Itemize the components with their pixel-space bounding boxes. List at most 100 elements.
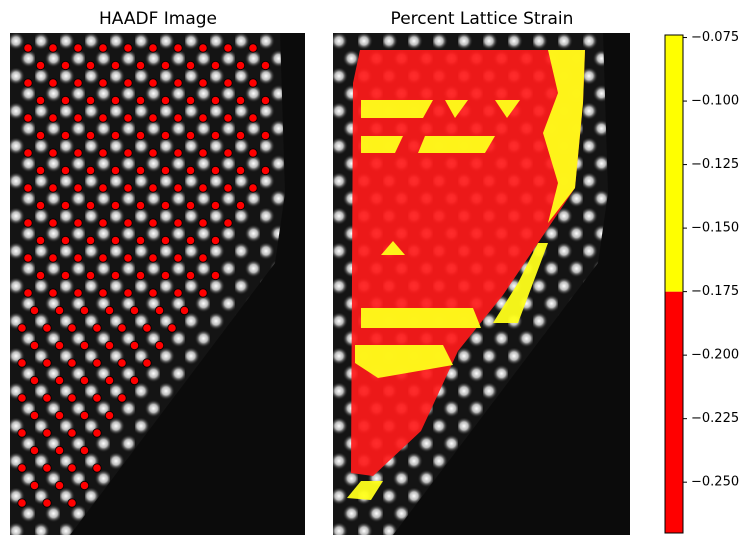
atom-marker bbox=[174, 254, 182, 262]
atom-marker bbox=[236, 131, 244, 139]
atom-marker bbox=[149, 254, 157, 262]
atom-marker bbox=[186, 236, 194, 244]
atom-marker bbox=[74, 289, 82, 297]
atom-marker bbox=[43, 359, 51, 367]
atom-marker bbox=[36, 201, 44, 209]
atom-marker bbox=[80, 481, 88, 489]
atom-marker bbox=[199, 254, 207, 262]
atom-marker bbox=[224, 149, 232, 157]
atom-marker bbox=[74, 114, 82, 122]
atom-marker bbox=[261, 166, 269, 174]
atom-marker bbox=[161, 236, 169, 244]
atom-marker bbox=[36, 61, 44, 69]
atom-marker bbox=[24, 254, 32, 262]
atom-marker bbox=[174, 44, 182, 52]
atom-marker bbox=[136, 166, 144, 174]
atom-marker bbox=[43, 464, 51, 472]
atom-marker bbox=[199, 184, 207, 192]
atom-marker bbox=[236, 201, 244, 209]
atom-marker bbox=[30, 306, 38, 314]
colorbar-segment bbox=[665, 35, 683, 292]
tick-label: −0.200 bbox=[691, 348, 739, 363]
atom-marker bbox=[211, 96, 219, 104]
atom-marker bbox=[224, 79, 232, 87]
atom-marker bbox=[49, 289, 57, 297]
atom-marker bbox=[93, 324, 101, 332]
atom-marker bbox=[18, 429, 26, 437]
atom-marker bbox=[99, 219, 107, 227]
atom-marker bbox=[224, 114, 232, 122]
atom-marker bbox=[118, 324, 126, 332]
atom-marker bbox=[136, 96, 144, 104]
atom-marker bbox=[99, 149, 107, 157]
atom-marker bbox=[130, 306, 138, 314]
atom-marker bbox=[99, 114, 107, 122]
atom-marker bbox=[174, 184, 182, 192]
atom-marker bbox=[68, 499, 76, 507]
atom-marker bbox=[224, 184, 232, 192]
atom-marker bbox=[80, 446, 88, 454]
atom-marker bbox=[199, 219, 207, 227]
atom-marker bbox=[174, 114, 182, 122]
atom-marker bbox=[143, 359, 151, 367]
atom-marker bbox=[49, 184, 57, 192]
atom-marker bbox=[186, 166, 194, 174]
atom-marker bbox=[236, 61, 244, 69]
atom-marker bbox=[49, 219, 57, 227]
atom-marker bbox=[36, 131, 44, 139]
atom-marker bbox=[224, 219, 232, 227]
haadf-panel bbox=[10, 33, 305, 535]
atom-marker bbox=[199, 149, 207, 157]
atom-marker bbox=[74, 254, 82, 262]
atom-marker bbox=[236, 166, 244, 174]
atom-marker bbox=[149, 184, 157, 192]
atom-marker bbox=[99, 184, 107, 192]
atom-marker bbox=[55, 481, 63, 489]
strain-panel bbox=[333, 33, 630, 535]
atom-marker bbox=[68, 324, 76, 332]
panel-title: Percent Lattice Strain bbox=[391, 9, 574, 29]
atom-marker bbox=[49, 44, 57, 52]
atom-marker bbox=[149, 149, 157, 157]
atom-marker bbox=[61, 131, 69, 139]
atom-marker bbox=[18, 324, 26, 332]
atom-marker bbox=[161, 131, 169, 139]
atom-marker bbox=[111, 61, 119, 69]
atom-marker bbox=[68, 464, 76, 472]
atom-marker bbox=[249, 44, 257, 52]
atom-marker bbox=[180, 306, 188, 314]
atom-marker bbox=[30, 376, 38, 384]
atom-marker bbox=[155, 341, 163, 349]
atom-marker bbox=[24, 289, 32, 297]
atom-marker bbox=[161, 61, 169, 69]
atom-marker bbox=[161, 201, 169, 209]
atom-marker bbox=[86, 96, 94, 104]
atom-marker bbox=[249, 184, 257, 192]
atom-marker bbox=[149, 289, 157, 297]
atom-marker bbox=[211, 131, 219, 139]
atom-marker bbox=[55, 446, 63, 454]
atom-marker bbox=[124, 184, 132, 192]
atom-marker bbox=[149, 114, 157, 122]
atom-marker bbox=[136, 61, 144, 69]
figure: HAADF Image Percent Lattice Strain −0.07… bbox=[0, 0, 748, 535]
atom-marker bbox=[61, 201, 69, 209]
atom-marker bbox=[143, 324, 151, 332]
atom-marker bbox=[74, 184, 82, 192]
atom-marker bbox=[111, 271, 119, 279]
atom-marker bbox=[24, 79, 32, 87]
atom-marker bbox=[211, 271, 219, 279]
atom-marker bbox=[24, 184, 32, 192]
atom-marker bbox=[86, 61, 94, 69]
atom-marker bbox=[61, 166, 69, 174]
atom-marker bbox=[86, 166, 94, 174]
atom-marker bbox=[174, 219, 182, 227]
atom-marker bbox=[118, 359, 126, 367]
atom-marker bbox=[18, 464, 26, 472]
tick-label: −0.250 bbox=[691, 475, 739, 490]
atom-marker bbox=[199, 289, 207, 297]
atom-marker bbox=[80, 376, 88, 384]
atom-marker bbox=[236, 96, 244, 104]
atom-marker bbox=[99, 79, 107, 87]
atom-marker bbox=[93, 359, 101, 367]
